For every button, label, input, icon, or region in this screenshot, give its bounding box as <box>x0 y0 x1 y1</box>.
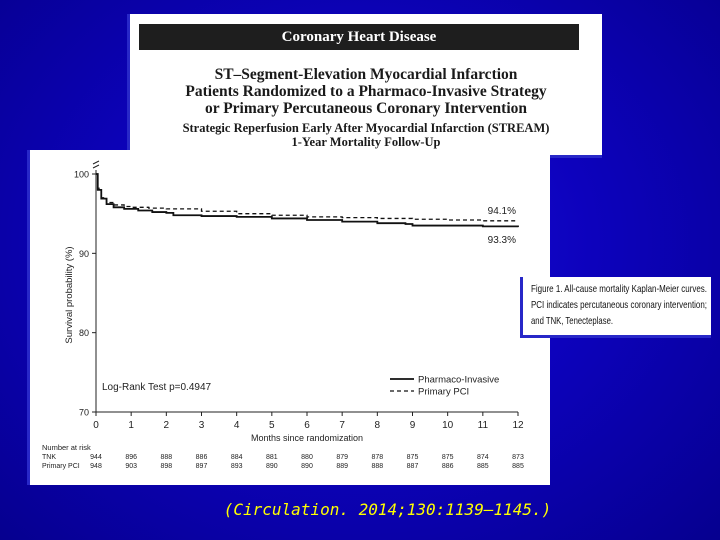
risk-cell: 948 <box>90 463 102 470</box>
axis-break-mark <box>92 160 100 169</box>
x-tick-label: 12 <box>512 420 524 431</box>
x-tick-label: 4 <box>234 420 240 431</box>
risk-cell: 893 <box>231 463 243 470</box>
title-line: Patients Randomized to a Pharmaco-Invasi… <box>185 83 547 100</box>
category-bar: Coronary Heart Disease <box>139 24 579 50</box>
legend-label: Primary PCI <box>418 387 469 398</box>
risk-cell: 896 <box>125 454 137 461</box>
figure-title: ST–Segment-Elevation Myocardial Infarcti… <box>130 66 602 117</box>
caption-line: PCI indicates percutaneous coronary inte… <box>531 299 707 311</box>
subtitle-line: Strategic Reperfusion Early After Myocar… <box>182 121 550 135</box>
primary-pci-curve <box>96 173 518 222</box>
caption-line: and TNK, Tenecteplase. <box>531 315 613 327</box>
risk-cell: 903 <box>125 463 137 470</box>
figure-caption: Figure 1. All-cause mortality Kaplan-Mei… <box>531 283 707 327</box>
figure-subtitle: Strategic Reperfusion Early After Myocar… <box>130 121 602 149</box>
x-tick-label: 7 <box>339 420 345 431</box>
risk-cell: 881 <box>266 454 278 461</box>
risk-cell: 887 <box>407 463 419 470</box>
pharmaco-invasive-curve <box>96 173 519 228</box>
x-tick-label: 1 <box>128 420 134 431</box>
risk-cell: 888 <box>160 454 172 461</box>
title-line: or Primary Percutaneous Coronary Interve… <box>204 100 527 117</box>
x-tick-label: 2 <box>164 420 170 431</box>
title-panel: Coronary Heart Disease ST–Segment-Elevat… <box>127 14 602 158</box>
risk-cell: 874 <box>477 454 489 461</box>
risk-cell: 886 <box>442 463 454 470</box>
risk-cell: 884 <box>231 454 243 461</box>
risk-cell: 944 <box>90 454 102 461</box>
x-axis-label: Months since randomization <box>251 433 363 443</box>
legend-label: Pharmaco-Invasive <box>418 375 499 386</box>
figure-caption-panel: Figure 1. All-cause mortality Kaplan-Mei… <box>520 277 711 338</box>
risk-cell: 897 <box>196 463 208 470</box>
risk-cell: 886 <box>196 454 208 461</box>
x-tick-label: 0 <box>93 420 99 431</box>
caption-line: Figure 1. All-cause mortality Kaplan-Mei… <box>531 283 707 295</box>
risk-row-label: Primary PCI <box>42 463 80 470</box>
risk-row-label: TNK <box>42 454 56 461</box>
y-axis-label: Survival probability (%) <box>64 246 75 343</box>
risk-cell: 898 <box>160 463 172 470</box>
x-tick-label: 11 <box>478 420 489 431</box>
risk-cell: 878 <box>371 454 383 461</box>
risk-cell: 880 <box>301 454 313 461</box>
y-tick-label: 70 <box>79 408 89 418</box>
x-tick-label: 8 <box>375 420 381 431</box>
risk-table-title: Number at risk <box>42 443 91 452</box>
risk-cell: 879 <box>336 454 348 461</box>
y-tick-label: 100 <box>74 170 89 180</box>
y-tick-label: 90 <box>79 249 89 259</box>
risk-cell: 875 <box>407 454 419 461</box>
risk-cell: 885 <box>512 463 524 470</box>
log-rank-annotation: Log-Rank Test p=0.4947 <box>102 382 212 393</box>
subtitle-line: 1-Year Mortality Follow-Up <box>291 135 441 149</box>
risk-cell: 875 <box>442 454 454 461</box>
x-tick-label: 10 <box>442 420 454 431</box>
title-line: ST–Segment-Elevation Myocardial Infarcti… <box>214 66 518 83</box>
risk-cell: 889 <box>336 463 348 470</box>
x-tick-label: 9 <box>410 420 416 431</box>
risk-cell: 873 <box>512 454 524 461</box>
end-label-pharmaco-invasive: 93.3% <box>488 235 516 246</box>
y-tick-label: 80 <box>79 328 89 338</box>
x-tick-label: 6 <box>304 420 310 431</box>
end-label-primary-pci: 94.1% <box>488 206 516 217</box>
x-tick-label: 3 <box>199 420 205 431</box>
risk-cell: 890 <box>266 463 278 470</box>
x-tick-label: 5 <box>269 420 275 431</box>
citation: (Circulation. 2014;130:1139–1145.) <box>223 500 552 519</box>
risk-cell: 888 <box>371 463 383 470</box>
km-chart-panel: 70 80 90 100 0 1 2 3 4 5 6 7 8 9 10 11 12 Months since ra… <box>27 150 550 485</box>
risk-cell: 885 <box>477 463 489 470</box>
risk-cell: 890 <box>301 463 313 470</box>
